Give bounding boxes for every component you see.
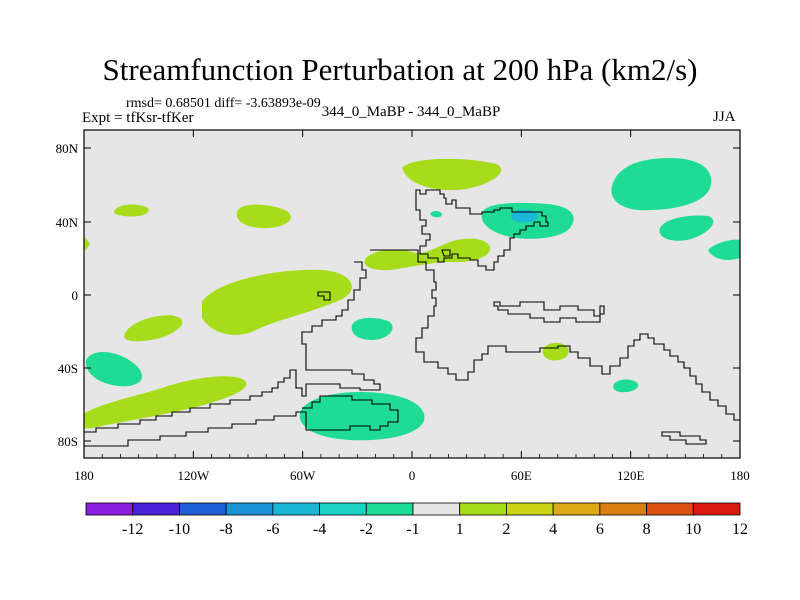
colorbar-label: -8 [219, 521, 232, 538]
anomaly-blob [84, 376, 247, 429]
negative-anomalies [85, 158, 740, 441]
coastline-southeast-asia [493, 301, 605, 323]
colorbar-label: 8 [643, 521, 651, 538]
anomaly-blob [114, 204, 149, 217]
colorbar-label: -10 [169, 521, 190, 538]
colorbar-swatch [692, 502, 741, 516]
anomaly-blob [613, 379, 639, 393]
y-tick-label: 80S [58, 434, 78, 449]
anomaly-blob [708, 239, 740, 260]
positive-anomalies [84, 158, 569, 429]
experiments-label: 344_0_MaBP - 344_0_MaBP [321, 104, 501, 120]
x-tick-label: 60E [511, 468, 532, 483]
colorbar-swatch [85, 502, 134, 516]
anomaly-blob [84, 238, 90, 250]
colorbar-swatch [179, 502, 227, 516]
colorbar-label: -1 [406, 521, 419, 538]
strong-negative-anomalies [511, 209, 539, 223]
colorbar-label: 12 [732, 521, 748, 538]
anomaly-blob [430, 211, 442, 218]
x-tick-label: 120E [617, 468, 645, 483]
colorbar-swatch [459, 502, 507, 516]
anomaly-blob [402, 158, 502, 191]
coastline-antarctica [84, 395, 399, 447]
colorbar-label: -4 [313, 521, 326, 538]
coastline-africa [370, 249, 740, 421]
colorbar-label: -2 [360, 521, 373, 538]
colorbar-label: 1 [456, 521, 464, 538]
anomaly-blob [351, 317, 393, 340]
y-tick-label: 0 [72, 288, 79, 303]
colorbar: -12 -10 -8 -6 -4 -2 -1 1 2 4 6 8 10 12 [85, 502, 748, 538]
colorbar-label: 2 [502, 521, 510, 538]
x-tick-label: 180 [730, 468, 750, 483]
colorbar-swatch [132, 502, 180, 516]
contour-fields [84, 158, 740, 447]
colorbar-swatch [506, 502, 554, 516]
anomaly-blob [542, 342, 569, 361]
coastline-antarctic-east [661, 431, 707, 445]
x-tick-label: 180 [74, 468, 94, 483]
anomaly-blob [202, 269, 352, 335]
colorbar-label: -6 [266, 521, 279, 538]
anomaly-blob [659, 215, 714, 241]
colorbar-swatch [365, 502, 414, 516]
anomaly-blob [85, 351, 143, 387]
x-tick-label: 0 [409, 468, 416, 483]
y-tick-label: 80N [56, 141, 79, 156]
colorbar-swatch [646, 502, 694, 516]
plot-title: Streamfunction Perturbation at 200 hPa (… [102, 52, 698, 87]
season-label: JJA [713, 109, 736, 125]
anomaly-blob [611, 158, 712, 211]
coastline-eurasia [415, 189, 549, 271]
colorbar-swatch [225, 502, 274, 516]
colorbar-swatch [552, 502, 601, 516]
colorbar-label: 6 [596, 521, 604, 538]
y-tick-label: 40N [56, 215, 79, 230]
colorbar-swatch [599, 502, 647, 516]
map-axes: 80N 40N 0 40S 80S 180 120W 60W 0 60E 120E 180 [56, 130, 750, 483]
x-tick-label: 120W [177, 468, 210, 483]
anomaly-blob [299, 392, 425, 441]
colorbar-swatch [412, 502, 461, 516]
anomaly-blob [124, 315, 183, 342]
coastline-arabia [441, 249, 451, 257]
colorbar-label: 10 [685, 521, 701, 538]
anomaly-blob [236, 204, 291, 229]
y-tick-label: 40S [58, 361, 78, 376]
anomaly-core [511, 209, 539, 223]
colorbar-label: 4 [549, 521, 557, 538]
stats-text: rmsd= 0.68501 diff= -3.63893e-09 [126, 96, 321, 111]
x-tick-label: 60W [290, 468, 316, 483]
colorbar-swatch [272, 502, 320, 516]
colorbar-swatch [319, 502, 367, 516]
coastline-americas [84, 261, 381, 433]
colorbar-label: -12 [122, 521, 143, 538]
coastline-outlines [84, 189, 740, 447]
experiment-label: Expt = tfKsr-tfKer [82, 110, 194, 126]
